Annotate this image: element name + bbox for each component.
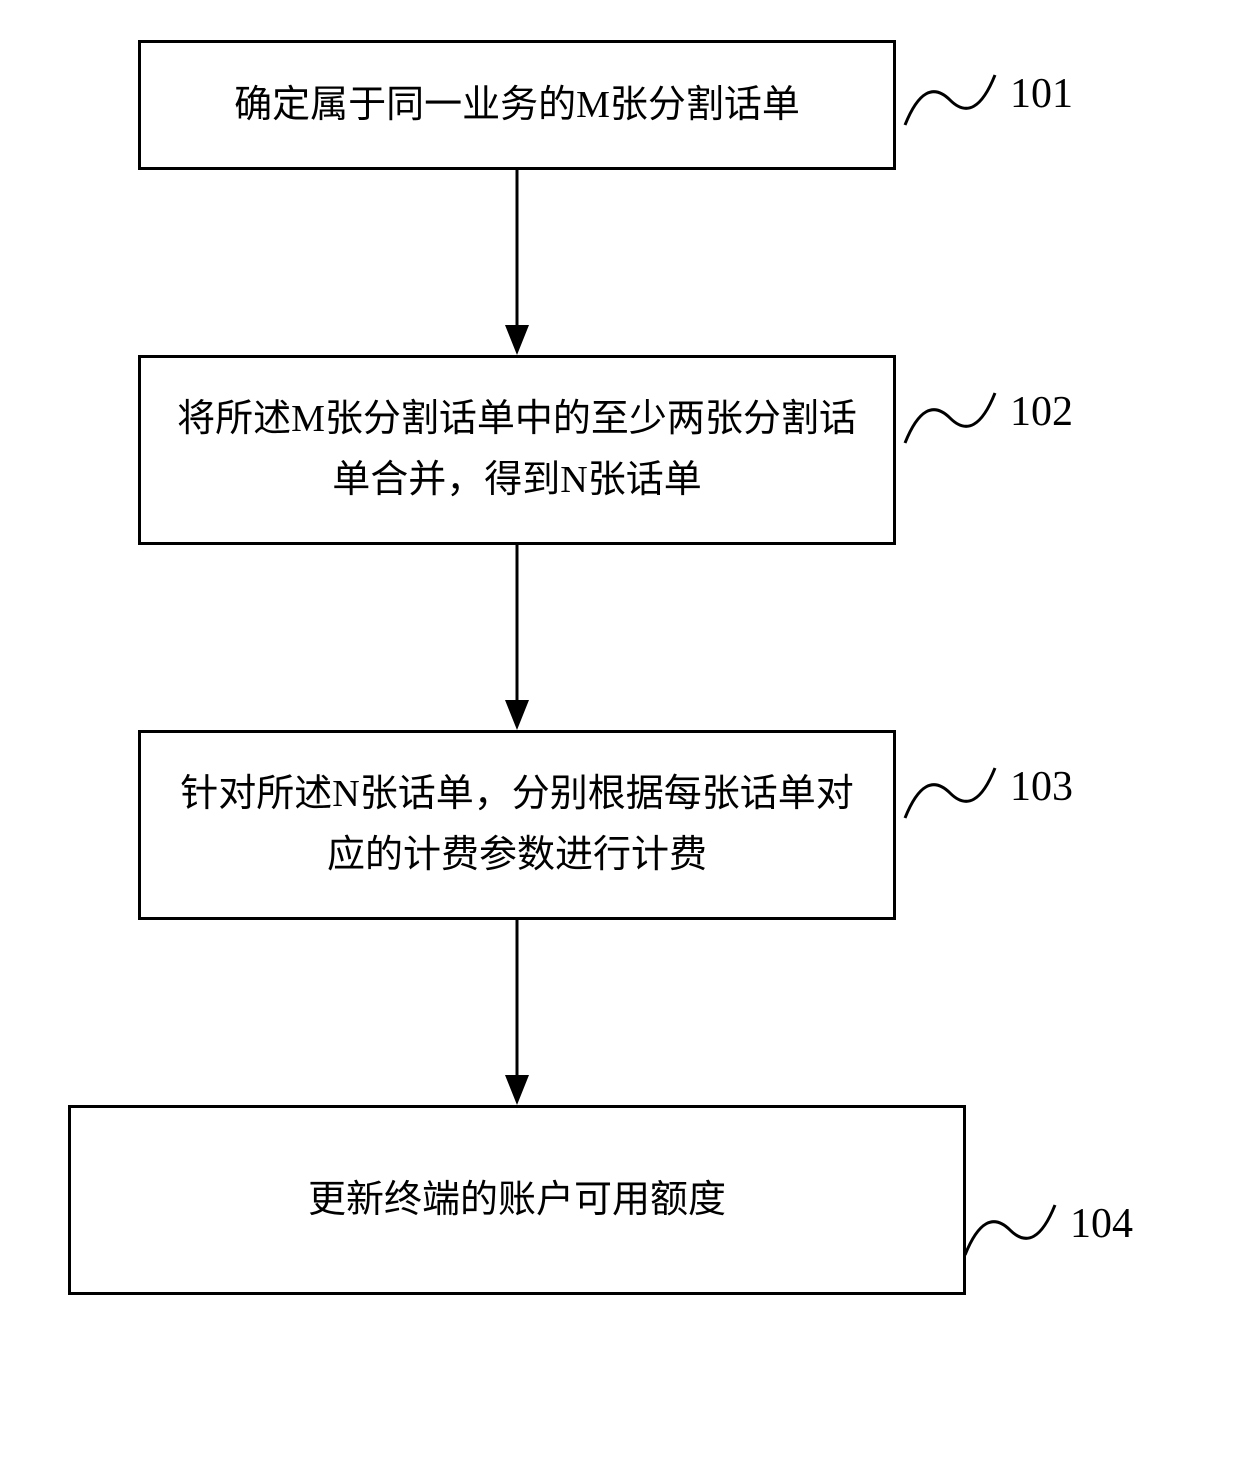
step-label-1: 101 bbox=[1010, 70, 1073, 118]
flow-arrow-1 bbox=[497, 170, 537, 355]
curly-connector-4 bbox=[960, 1200, 1060, 1260]
step-label-4: 104 bbox=[1070, 1200, 1133, 1248]
flow-arrow-3 bbox=[497, 920, 537, 1105]
curly-connector-1 bbox=[900, 70, 1000, 130]
step-label-2: 102 bbox=[1010, 388, 1073, 436]
flow-step-box-2: 将所述M张分割话单中的至少两张分割话单合并，得到N张话单 bbox=[138, 355, 896, 545]
flow-arrow-2 bbox=[497, 545, 537, 730]
flow-step-text-4: 更新终端的账户可用额度 bbox=[308, 1170, 726, 1231]
step-label-3: 103 bbox=[1010, 763, 1073, 811]
flow-step-text-2: 将所述M张分割话单中的至少两张分割话单合并，得到N张话单 bbox=[171, 389, 863, 511]
flow-step-box-4: 更新终端的账户可用额度 bbox=[68, 1105, 966, 1295]
flow-step-text-3: 针对所述N张话单，分别根据每张话单对应的计费参数进行计费 bbox=[171, 764, 863, 886]
flow-step-text-1: 确定属于同一业务的M张分割话单 bbox=[234, 75, 800, 136]
curly-connector-3 bbox=[900, 763, 1000, 823]
flow-step-box-3: 针对所述N张话单，分别根据每张话单对应的计费参数进行计费 bbox=[138, 730, 896, 920]
curly-connector-2 bbox=[900, 388, 1000, 448]
flow-step-box-1: 确定属于同一业务的M张分割话单 bbox=[138, 40, 896, 170]
